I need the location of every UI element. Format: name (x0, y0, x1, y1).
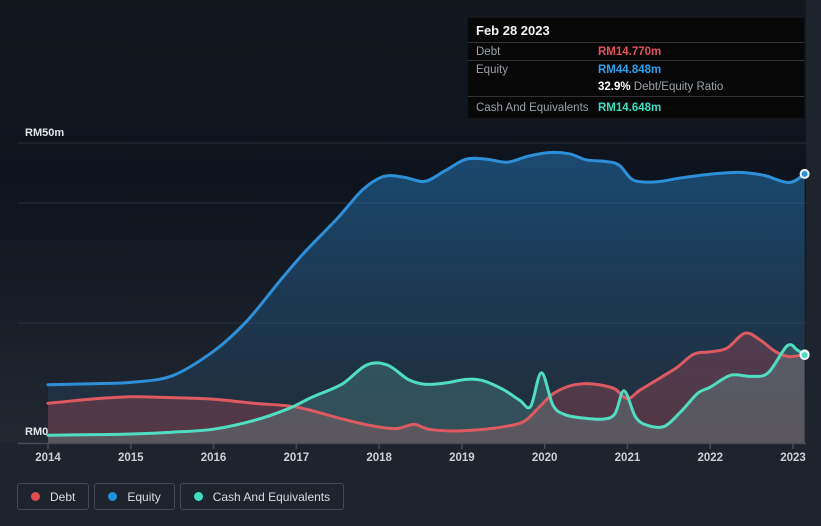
y-axis-label-zero: RM0 (25, 426, 48, 438)
tooltip-debt-label: Debt (476, 45, 501, 58)
cash-legend-dot (193, 492, 203, 501)
series-line-debt (46, 331, 807, 433)
legend-item-cash[interactable]: Cash And Equivalents (179, 483, 345, 510)
series-area-equity (48, 152, 805, 443)
tooltip-equity-label: Equity (476, 63, 508, 76)
tooltip-debt-value: RM14.770m (598, 45, 662, 58)
x-axis-label: 2021 (615, 452, 641, 464)
chart-legend: Debt Equity Cash And Equivalents (17, 483, 345, 510)
tooltip-ratio-value: 32.9% (598, 81, 631, 93)
tooltip-row-cash: Cash And Equivalents RM14.648m (468, 97, 804, 118)
x-axis-label: 2016 (201, 452, 227, 464)
tooltip-row-ratio: 32.9% Debt/Equity Ratio (468, 78, 804, 97)
equity-legend-label: Equity (127, 489, 161, 504)
tooltip-ratio-label: Debt/Equity Ratio (630, 81, 724, 93)
x-axis-label: 2017 (284, 452, 310, 464)
tooltip-cash-value: RM14.648m (598, 101, 662, 114)
x-axis-label: 2020 (532, 452, 558, 464)
cash-legend-label: Cash And Equivalents (212, 489, 331, 504)
tooltip-cash-label: Cash And Equivalents (476, 101, 589, 114)
x-axis-label: 2015 (118, 452, 144, 464)
legend-item-equity[interactable]: Equity (94, 483, 175, 510)
x-axis-label: 2023 (780, 452, 806, 464)
y-axis-label-top: RM50m (25, 127, 64, 139)
x-axis-label: 2018 (366, 452, 392, 464)
series-line-equity (46, 150, 807, 387)
series-line-cash-and-equivalents (46, 343, 807, 437)
series-area-cash-and-equivalents (48, 344, 805, 443)
tooltip-equity-value: RM44.848m (598, 63, 662, 76)
latest-point-equity (799, 168, 810, 179)
legend-item-debt[interactable]: Debt (17, 483, 90, 510)
debt-legend-dot (31, 492, 40, 501)
latest-point-cash-and-equivalents (799, 350, 810, 361)
debt-legend-label: Debt (50, 489, 76, 504)
chart-tooltip: Feb 28 2023 Debt RM14.770m Equity RM44.8… (467, 17, 805, 119)
x-axis-label: 2014 (35, 452, 61, 464)
x-axis-label: 2019 (449, 452, 475, 464)
tooltip-row-equity: Equity RM44.848m (468, 61, 804, 78)
equity-legend-dot (108, 492, 118, 501)
tooltip-row-debt: Debt RM14.770m (468, 43, 804, 61)
tooltip-date: Feb 28 2023 (468, 18, 804, 43)
x-axis-label: 2022 (697, 452, 723, 464)
